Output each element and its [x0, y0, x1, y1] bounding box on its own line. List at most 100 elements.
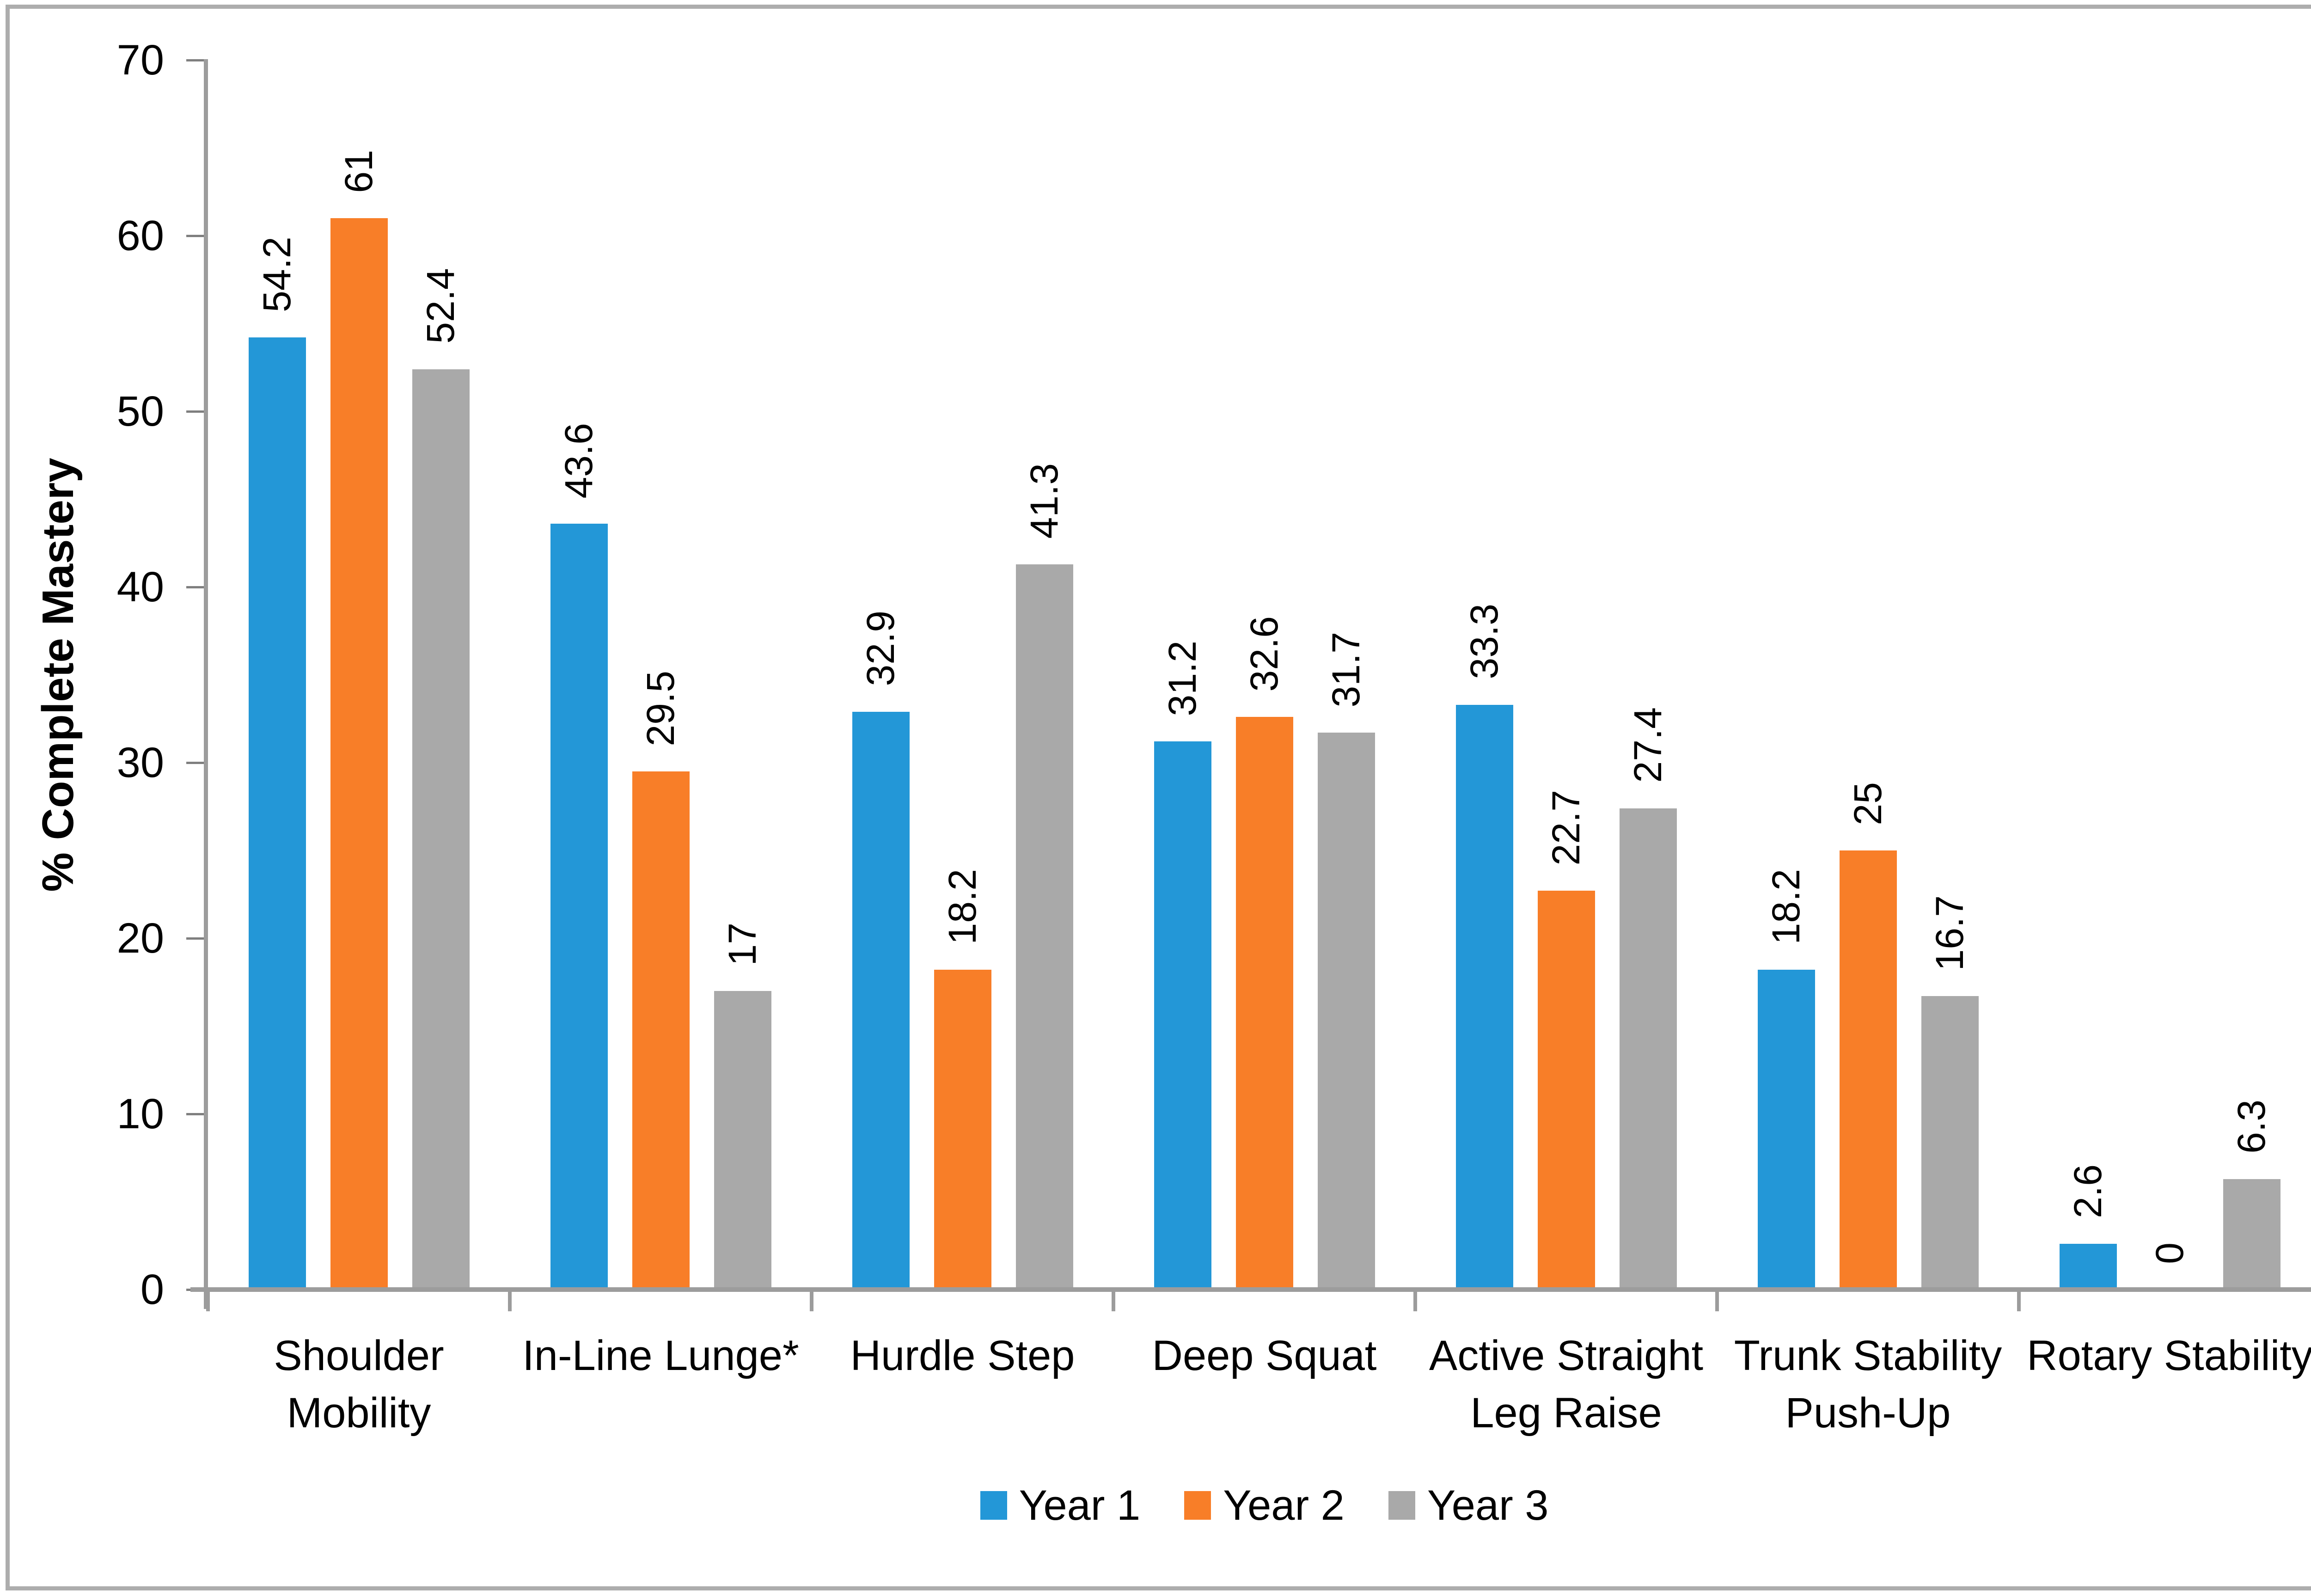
bar-year-3: [412, 369, 470, 1290]
bar-value-label: 18.2: [1749, 869, 1823, 945]
x-axis-line: [190, 1287, 2311, 1292]
category-label: In-Line Lunge*: [522, 1332, 799, 1379]
legend-swatch-icon: [980, 1491, 1007, 1520]
y-tick-mark: [186, 59, 204, 61]
category-boundary-tick: [2017, 1292, 2021, 1311]
bar-value-label: 0: [2133, 1242, 2207, 1264]
bar-year-1: [1757, 970, 1815, 1290]
legend-label: Year 3: [1427, 1482, 1549, 1529]
legend-item-year-3: Year 3: [1388, 1482, 1549, 1529]
bar-value-text: 22.7: [1544, 789, 1588, 866]
category-boundary-tick: [206, 1292, 210, 1311]
bar-value-text: 27.4: [1626, 707, 1670, 783]
category-label: Leg Raise: [1470, 1389, 1662, 1437]
y-tick-mark: [186, 235, 204, 237]
legend: Year 1 Year 2 Year 3: [208, 1475, 2311, 1535]
y-tick-label: 40: [116, 563, 164, 611]
bar-year-2: [1235, 717, 1293, 1290]
bar-value-text: 6.3: [2230, 1099, 2274, 1154]
bar-year-1: [1154, 741, 1211, 1290]
y-tick-mark: [186, 410, 204, 413]
bar-year-3: [2223, 1179, 2280, 1290]
category-label: Rotary Stability: [2027, 1332, 2311, 1379]
legend-swatch-icon: [1184, 1491, 1211, 1520]
bar-value-label: 32.6: [1228, 616, 1302, 692]
y-tick-label: 0: [140, 1266, 164, 1313]
y-tick-label: 50: [116, 388, 164, 435]
category-label: Active Straight: [1429, 1332, 1704, 1379]
bar-value-text: 17: [721, 922, 764, 966]
bar-value-text: 52.4: [419, 268, 463, 344]
y-axis-line: [204, 59, 208, 1309]
category-boundary-tick: [1112, 1292, 1115, 1311]
bar-value-label: 43.6: [542, 423, 616, 499]
bar-value-label: 31.7: [1309, 632, 1383, 708]
bar-year-3: [1619, 808, 1677, 1290]
legend-swatch-icon: [1388, 1491, 1415, 1520]
bar-value-text: 54.2: [255, 236, 299, 312]
y-tick-mark: [186, 586, 204, 588]
bar-value-label: 29.5: [624, 671, 698, 746]
category-boundary-tick: [1413, 1292, 1417, 1311]
y-tick-label: 70: [116, 37, 164, 84]
category-boundary-tick: [810, 1292, 813, 1311]
bar-value-label: 2.6: [2051, 1164, 2125, 1218]
bar-value-text: 61: [337, 149, 381, 193]
bar-value-text: 41.3: [1022, 463, 1066, 539]
bar-value-label: 33.3: [1448, 604, 1522, 679]
bar-value-text: 31.7: [1324, 631, 1368, 708]
bar-value-text: 0: [2148, 1242, 2192, 1264]
y-tick-mark: [186, 762, 204, 764]
bar-value-label: 18.2: [926, 869, 1000, 945]
bar-value-text: 18.2: [941, 868, 984, 945]
bar-value-label: 52.4: [404, 268, 478, 344]
bar-value-label: 41.3: [1008, 463, 1082, 539]
bar-year-3: [1317, 733, 1375, 1290]
legend-label: Year 1: [1019, 1482, 1141, 1529]
bar-value-label: 32.9: [844, 611, 918, 686]
bar-year-1: [550, 524, 608, 1290]
bar-year-3: [1921, 996, 1979, 1290]
y-tick-label: 20: [116, 915, 164, 962]
bar-year-1: [248, 337, 306, 1290]
bar-value-text: 2.6: [2066, 1164, 2110, 1219]
bar-year-2: [1839, 850, 1897, 1290]
y-tick-label: 10: [116, 1090, 164, 1137]
bar-value-text: 29.5: [639, 670, 683, 746]
bar-value-label: 54.2: [240, 237, 314, 312]
bar-value-label: 27.4: [1611, 707, 1685, 783]
bar-year-2: [330, 218, 388, 1290]
bar-year-2: [632, 771, 690, 1290]
y-tick-mark: [186, 1113, 204, 1115]
bar-year-1: [2059, 1244, 2117, 1290]
bar-value-text: 18.2: [1764, 868, 1808, 945]
category-label: Trunk Stability: [1734, 1332, 2002, 1379]
category-label: Shoulder: [274, 1332, 444, 1379]
y-tick-label: 60: [116, 212, 164, 259]
bar-value-text: 32.6: [1242, 616, 1286, 692]
bar-value-label: 61: [322, 150, 396, 193]
bar-value-text: 16.7: [1928, 895, 1972, 971]
y-tick-label: 30: [116, 739, 164, 786]
bar-year-2: [1537, 891, 1595, 1290]
bar-year-3: [714, 991, 771, 1290]
legend-item-year-1: Year 1: [980, 1482, 1141, 1529]
bar-value-text: 33.3: [1462, 604, 1506, 679]
bar-value-text: 32.9: [859, 611, 903, 686]
category-boundary-tick: [1715, 1292, 1719, 1311]
bar-value-text: 31.2: [1161, 640, 1204, 716]
y-tick-mark: [186, 937, 204, 940]
category-label: Deep Squat: [1152, 1332, 1377, 1379]
bar-value-label: 25: [1831, 782, 1905, 825]
bar-year-2: [934, 970, 991, 1290]
y-axis-title: % Complete Mastery: [33, 458, 83, 892]
bar-value-label: 17: [706, 923, 780, 966]
bar-year-1: [852, 711, 910, 1290]
legend-item-year-2: Year 2: [1184, 1484, 1345, 1527]
category-label: Mobility: [287, 1389, 431, 1437]
bar-value-text: 43.6: [557, 422, 601, 499]
bar-year-1: [1455, 704, 1513, 1290]
bar-value-label: 22.7: [1529, 790, 1603, 866]
bar-value-label: 6.3: [2215, 1100, 2289, 1154]
